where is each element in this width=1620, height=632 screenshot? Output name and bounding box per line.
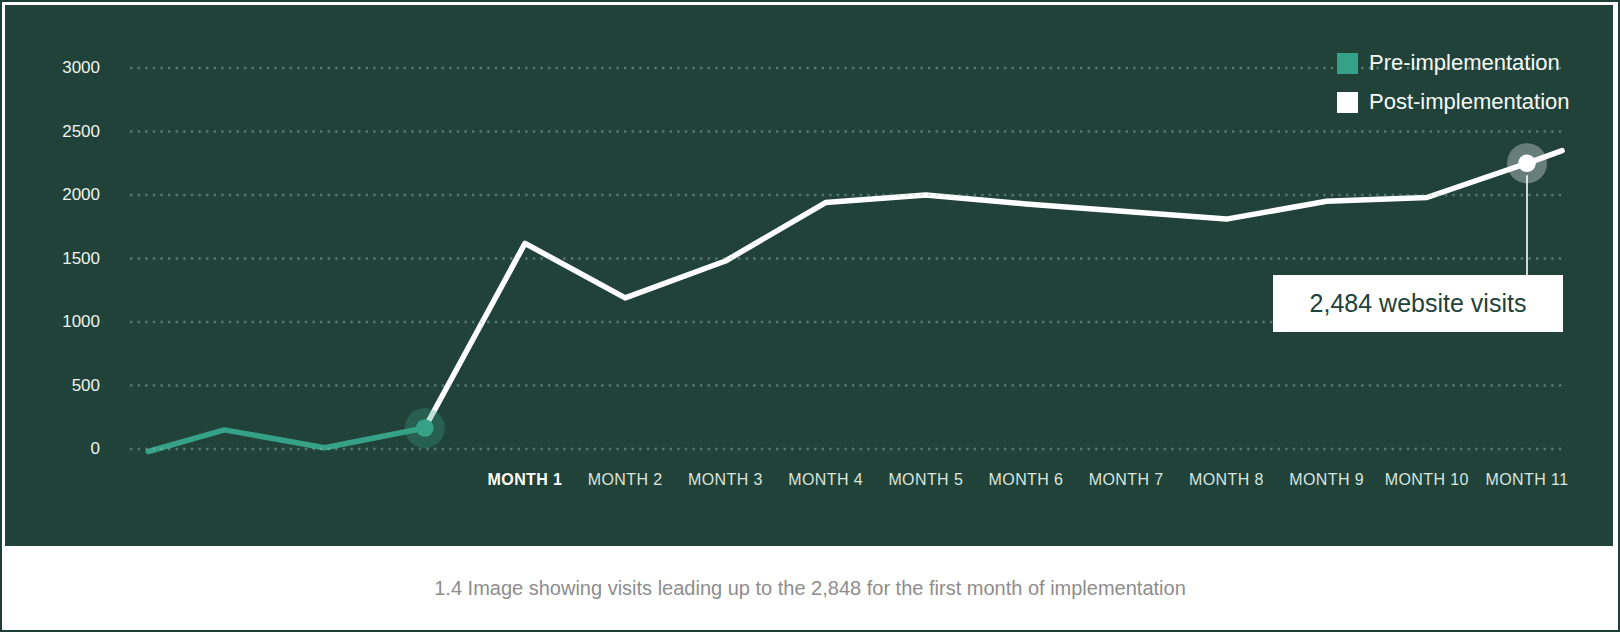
x-tick-label-month-6: MONTH 6 — [989, 471, 1064, 489]
caption-bar: 1.4 Image showing visits leading up to t… — [2, 546, 1618, 630]
x-tick-label-month-10: MONTH 10 — [1385, 471, 1469, 489]
data-callout: 2,484 website visits — [1273, 275, 1563, 332]
x-tick-label-month-4: MONTH 4 — [788, 471, 863, 489]
legend-label-post: Post-implementation — [1369, 89, 1570, 115]
legend-item-pre: Pre-implementation — [1337, 50, 1570, 76]
x-tick-label-month-2: MONTH 2 — [588, 471, 663, 489]
figure-frame: 0 500 1000 1500 2000 2500 3000 MONTH 1 MONTH 2 M… — [0, 0, 1620, 632]
y-tick-label-500: 500 — [30, 376, 100, 396]
y-tick-label-2000: 2000 — [30, 185, 100, 205]
y-tick-label-1000: 1000 — [30, 312, 100, 332]
pre-implementation-line — [148, 428, 425, 452]
marker-dot — [416, 419, 434, 437]
legend-label-pre: Pre-implementation — [1369, 50, 1560, 76]
post-implementation-swatch — [1337, 92, 1358, 113]
y-tick-label-3000: 3000 — [30, 58, 100, 78]
marker-dot — [1518, 154, 1536, 172]
x-tick-label-month-11: MONTH 11 — [1486, 471, 1569, 489]
legend-item-post: Post-implementation — [1337, 89, 1570, 115]
y-tick-label-0: 0 — [30, 439, 100, 459]
x-tick-label-month-7: MONTH 7 — [1089, 471, 1164, 489]
y-tick-label-1500: 1500 — [30, 249, 100, 269]
pre-implementation-swatch — [1337, 53, 1358, 74]
x-tick-label-month-8: MONTH 8 — [1189, 471, 1264, 489]
callout-text: 2,484 website visits — [1310, 289, 1527, 318]
x-tick-label-month-9: MONTH 9 — [1289, 471, 1364, 489]
chart-panel: 0 500 1000 1500 2000 2500 3000 MONTH 1 MONTH 2 M… — [5, 5, 1613, 546]
y-tick-label-2500: 2500 — [30, 122, 100, 142]
figure-caption: 1.4 Image showing visits leading up to t… — [434, 577, 1186, 600]
x-tick-label-month-3: MONTH 3 — [688, 471, 763, 489]
x-tick-label-month-5: MONTH 5 — [888, 471, 963, 489]
legend: Pre-implementation Post-implementation — [1337, 50, 1570, 128]
x-tick-label-month-1: MONTH 1 — [488, 471, 563, 489]
